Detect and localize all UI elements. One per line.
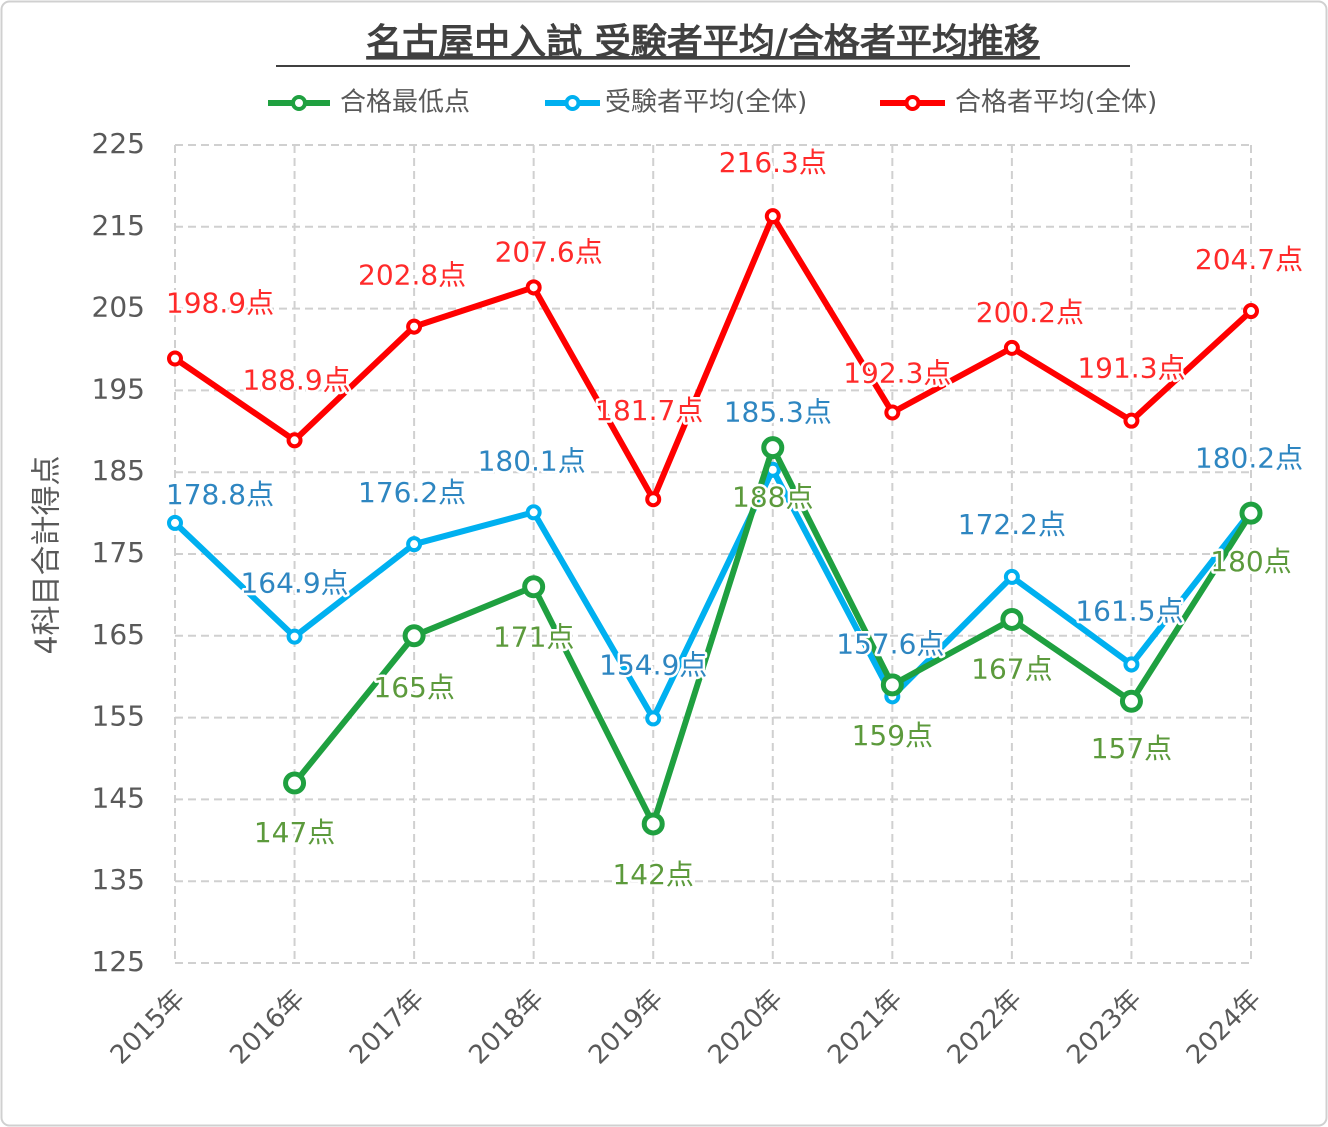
y-tick-label: 185: [92, 454, 145, 487]
y-tick-label: 135: [92, 863, 145, 896]
data-label: 204.7点: [1195, 243, 1303, 276]
data-marker: [645, 491, 662, 508]
data-label: 207.6点: [495, 235, 603, 268]
data-marker: [764, 208, 781, 225]
data-marker: [525, 279, 542, 296]
y-tick-label: 145: [92, 781, 145, 814]
legend-marker: [904, 95, 921, 111]
legend-marker: [564, 95, 581, 111]
y-tick-label: 215: [92, 209, 145, 242]
data-marker: [1003, 339, 1020, 356]
legend-marker: [291, 95, 307, 111]
data-marker: [1003, 568, 1020, 585]
data-label: 191.3点: [1077, 352, 1185, 385]
data-marker: [1123, 412, 1140, 429]
data-marker: [286, 432, 303, 449]
chart-title: 名古屋中入試 受験者平均/合格者平均推移: [366, 22, 1040, 63]
data-label: 161.5点: [1075, 594, 1183, 627]
data-marker: [283, 771, 307, 795]
data-marker: [880, 673, 904, 697]
data-label: 157.6点: [836, 627, 944, 660]
data-marker: [1239, 501, 1263, 525]
data-marker: [522, 575, 546, 599]
data-marker: [645, 710, 662, 727]
data-label: 154.9点: [599, 648, 707, 681]
data-marker: [1243, 303, 1259, 320]
y-tick-label: 205: [92, 291, 145, 324]
data-marker: [167, 514, 183, 531]
data-label: 188点: [732, 481, 813, 514]
data-label: 180.1点: [478, 444, 586, 477]
data-label: 164.9点: [240, 567, 348, 600]
data-label: 180点: [1210, 545, 1291, 578]
series-line: [173, 213, 1254, 503]
data-marker: [406, 318, 423, 335]
y-tick-label: 165: [92, 618, 145, 651]
y-axis-title: 4科目合計得点: [30, 455, 65, 654]
data-label: 172.2点: [958, 508, 1066, 541]
data-marker: [167, 350, 183, 367]
y-tick-label: 155: [92, 700, 145, 733]
data-label: 165点: [373, 671, 454, 704]
data-marker: [641, 812, 665, 836]
legend-label: 受験者平均(全体): [605, 88, 807, 118]
data-marker: [1119, 689, 1143, 713]
series-line: [172, 466, 1254, 722]
data-label: 181.7点: [595, 394, 703, 427]
data-label: 167点: [971, 652, 1052, 685]
data-marker: [402, 624, 426, 648]
legend-label: 合格者平均(全体): [955, 88, 1157, 118]
data-marker: [1123, 656, 1140, 673]
y-tick-label: 125: [92, 945, 145, 978]
data-label: 176.2点: [358, 476, 466, 509]
data-marker: [525, 504, 542, 521]
data-label: 171点: [493, 621, 574, 654]
data-marker: [406, 536, 423, 553]
data-label: 192.3点: [843, 356, 951, 389]
data-label: 202.8点: [358, 259, 466, 292]
data-label: 142点: [612, 858, 693, 891]
data-marker: [286, 628, 303, 645]
y-tick-label: 225: [92, 127, 145, 160]
data-label: 216.3点: [719, 146, 827, 179]
y-tick-label: 195: [92, 372, 145, 405]
data-label: 157点: [1091, 732, 1172, 765]
data-label: 198.9点: [166, 286, 274, 319]
legend-label: 合格最低点: [340, 88, 470, 118]
y-tick-label: 175: [92, 536, 145, 569]
data-label: 200.2点: [976, 296, 1084, 329]
data-marker: [884, 404, 901, 421]
data-label: 185.3点: [724, 396, 832, 429]
data-label: 147点: [254, 816, 335, 849]
data-label: 178.8点: [166, 478, 274, 511]
data-marker: [761, 436, 785, 460]
data-label: 180.2点: [1195, 441, 1303, 474]
data-label: 188.9点: [242, 363, 350, 396]
data-marker: [1000, 607, 1024, 631]
data-label: 159点: [852, 719, 933, 752]
